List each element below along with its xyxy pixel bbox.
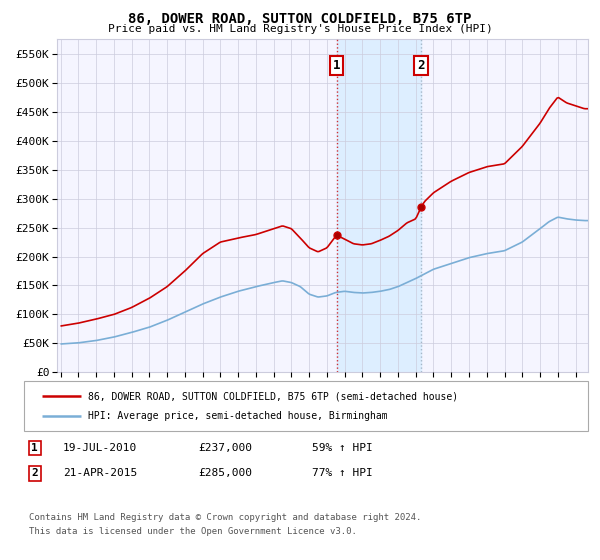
Text: This data is licensed under the Open Government Licence v3.0.: This data is licensed under the Open Gov… xyxy=(29,528,356,536)
Text: 21-APR-2015: 21-APR-2015 xyxy=(63,468,137,478)
Text: Contains HM Land Registry data © Crown copyright and database right 2024.: Contains HM Land Registry data © Crown c… xyxy=(29,513,421,522)
Text: HPI: Average price, semi-detached house, Birmingham: HPI: Average price, semi-detached house,… xyxy=(88,411,388,421)
Text: 86, DOWER ROAD, SUTTON COLDFIELD, B75 6TP: 86, DOWER ROAD, SUTTON COLDFIELD, B75 6T… xyxy=(128,12,472,26)
Text: £237,000: £237,000 xyxy=(198,443,252,453)
Text: £285,000: £285,000 xyxy=(198,468,252,478)
Bar xyxy=(337,39,421,372)
Text: 77% ↑ HPI: 77% ↑ HPI xyxy=(312,468,373,478)
Text: 2: 2 xyxy=(418,59,425,72)
Text: 1: 1 xyxy=(31,443,38,453)
Text: 19-JUL-2010: 19-JUL-2010 xyxy=(63,443,137,453)
Text: 59% ↑ HPI: 59% ↑ HPI xyxy=(312,443,373,453)
Text: 86, DOWER ROAD, SUTTON COLDFIELD, B75 6TP (semi-detached house): 86, DOWER ROAD, SUTTON COLDFIELD, B75 6T… xyxy=(88,391,458,401)
Text: 1: 1 xyxy=(333,59,340,72)
Text: Price paid vs. HM Land Registry's House Price Index (HPI): Price paid vs. HM Land Registry's House … xyxy=(107,24,493,34)
Text: 2: 2 xyxy=(31,468,38,478)
